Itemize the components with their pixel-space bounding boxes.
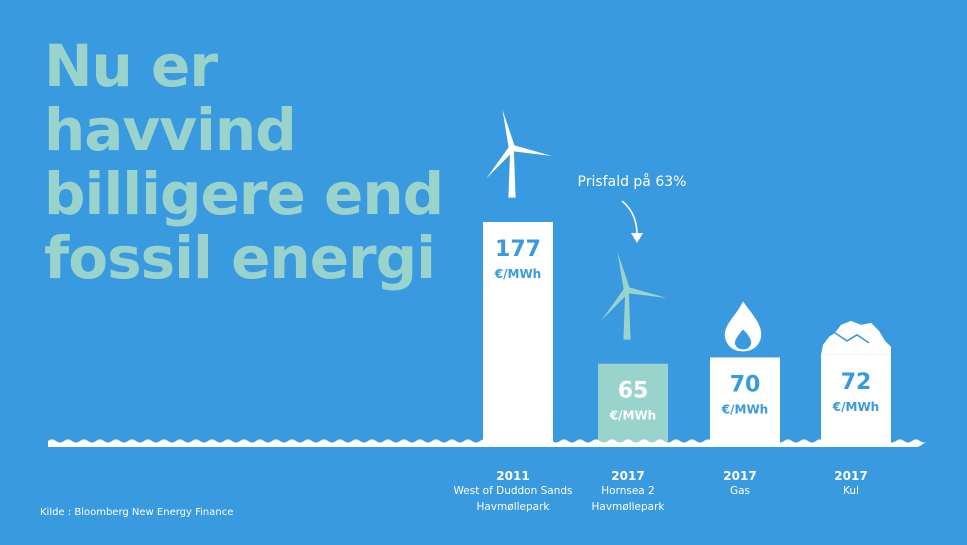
category-label-2-1: Hornsea 2 <box>601 485 655 497</box>
bar-unit-4: €/MWh <box>832 400 879 414</box>
category-label-3-1: Gas <box>730 485 750 497</box>
category-label-2-2: Havmøllepark <box>592 501 666 513</box>
bar-1 <box>483 222 553 446</box>
category-year-2: 2017 <box>611 469 644 483</box>
annotation-group: Prisfald på 63% <box>578 173 687 243</box>
bar-unit-1: €/MWh <box>494 267 541 281</box>
headline: Nu er havvind billigere end fossil energ… <box>44 34 464 290</box>
wind-turbine-icon <box>601 251 667 340</box>
category-label-1-2: Havmøllepark <box>477 501 551 513</box>
wind-turbine-icon <box>486 109 552 198</box>
headline-line-2: havvind <box>44 96 297 164</box>
water-group <box>48 439 928 447</box>
bar-3 <box>710 357 780 446</box>
headline-line-4: fossil energi <box>44 224 436 292</box>
water-line <box>48 439 928 447</box>
annotation-arrow <box>621 200 638 239</box>
bar-value-2: 65 <box>618 379 649 404</box>
headline-line-3: billigere end <box>44 160 444 228</box>
category-label-4-1: Kul <box>843 485 859 497</box>
flame-icon <box>724 301 762 352</box>
bar-unit-2: €/MWh <box>609 409 656 423</box>
category-year-4: 2017 <box>834 469 867 483</box>
coal-pile-icon <box>821 320 891 355</box>
bar-value-4: 72 <box>841 370 872 395</box>
source-note: Kilde : Bloomberg New Energy Finance <box>40 507 234 518</box>
annotation-label: Prisfald på 63% <box>578 173 687 190</box>
headline-line-1: Nu er <box>44 32 218 100</box>
bar-unit-3: €/MWh <box>721 402 768 416</box>
bar-2 <box>598 363 668 446</box>
category-label-1-1: West of Duddon Sands <box>454 485 573 497</box>
icons-group <box>486 109 891 355</box>
bar-value-1: 177 <box>495 237 541 262</box>
bars-group <box>483 222 891 446</box>
annotation-arrowhead <box>631 233 643 243</box>
labels-group: 177 €/MWh 2011 West of Duddon Sands Havmølle… <box>454 237 880 513</box>
bar-4 <box>821 354 891 446</box>
category-year-3: 2017 <box>723 469 756 483</box>
category-year-1: 2011 <box>496 469 529 483</box>
bar-value-3: 70 <box>730 372 761 397</box>
